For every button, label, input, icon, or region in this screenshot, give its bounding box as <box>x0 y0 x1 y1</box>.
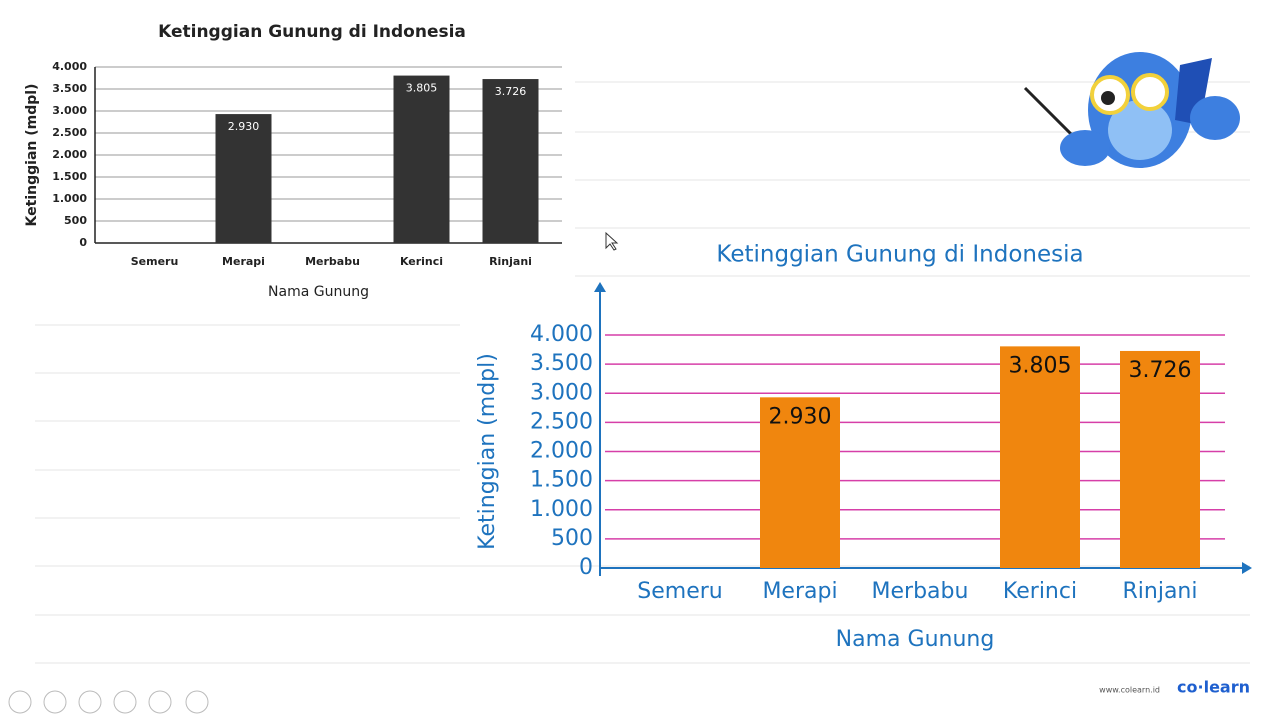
value-label: 3.726 <box>1129 358 1192 383</box>
value-label: 3.805 <box>1009 353 1072 378</box>
bar <box>760 397 840 568</box>
x-tick-label: Rinjani <box>1123 579 1198 604</box>
x-tick-label: Kerinci <box>1003 579 1077 604</box>
x-tick-label: Rinjani <box>489 255 532 268</box>
x-tick-label: Kerinci <box>400 255 443 268</box>
more-button[interactable] <box>185 690 209 714</box>
x-tick-label: Merapi <box>222 255 265 268</box>
y-tick-label: 500 <box>551 526 593 551</box>
x-axis-label: Nama Gunung <box>836 627 995 652</box>
y-tick-label: 1.000 <box>52 192 87 205</box>
x-tick-label: Merbabu <box>305 255 360 268</box>
x-axis-arrow <box>1242 562 1252 574</box>
x-tick-label: Semeru <box>131 255 179 268</box>
y-tick-label: 2.500 <box>530 409 593 434</box>
zoom-button[interactable] <box>148 690 172 714</box>
y-tick-label: 1.500 <box>530 468 593 493</box>
y-axis-label: Ketinggian (mdpl) <box>475 353 500 550</box>
y-axis-arrow <box>594 282 606 292</box>
copy-button[interactable] <box>113 690 137 714</box>
value-label: 2.930 <box>769 404 832 429</box>
x-axis-label: Nama Gunung <box>268 284 369 300</box>
y-tick-label: 0 <box>79 236 87 249</box>
bar <box>1120 350 1200 568</box>
y-tick-label: 3.500 <box>530 351 593 376</box>
x-tick-label: Merapi <box>762 579 837 604</box>
y-tick-label: 2.000 <box>530 439 593 464</box>
background-lines <box>35 81 1250 664</box>
mascot <box>1023 52 1240 168</box>
bar <box>393 75 450 243</box>
y-tick-label: 1.500 <box>52 170 87 183</box>
y-tick-label: 4.000 <box>530 322 593 347</box>
y-tick-label: 4.000 <box>52 60 87 73</box>
player-controls[interactable] <box>8 690 209 714</box>
y-tick-label: 0 <box>579 555 593 580</box>
y-tick-label: 3.500 <box>52 82 87 95</box>
y-axis-label: Ketinggian (mdpl) <box>24 84 40 227</box>
x-tick-label: Semeru <box>637 579 722 604</box>
prev-button[interactable] <box>8 690 32 714</box>
value-label: 2.930 <box>228 120 260 133</box>
chart-title: Ketinggian Gunung di Indonesia <box>158 22 466 42</box>
bar <box>482 79 539 243</box>
chart-title: Ketinggian Gunung di Indonesia <box>716 242 1083 268</box>
y-tick-label: 500 <box>64 214 87 227</box>
footer-url: www.colearn.id <box>1099 686 1160 695</box>
cursor <box>605 231 619 251</box>
next-button[interactable] <box>43 690 67 714</box>
y-tick-label: 3.000 <box>52 104 87 117</box>
y-tick-label: 2.000 <box>52 148 87 161</box>
brand-logo: co·learn <box>1177 678 1250 697</box>
y-tick-label: 1.000 <box>530 497 593 522</box>
y-tick-label: 3.000 <box>530 380 593 405</box>
bar <box>215 114 272 243</box>
y-tick-label: 2.500 <box>52 126 87 139</box>
x-tick-label: Merbabu <box>872 579 969 604</box>
pen-button[interactable] <box>78 690 102 714</box>
value-label: 3.805 <box>406 82 438 95</box>
value-label: 3.726 <box>495 85 527 98</box>
bar <box>1000 346 1080 568</box>
